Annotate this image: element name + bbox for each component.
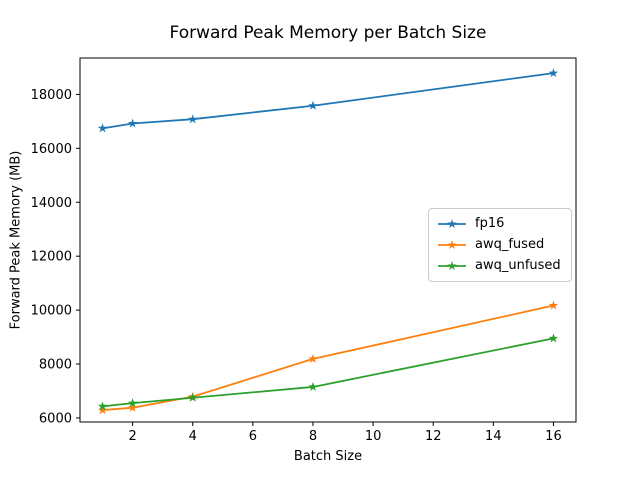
y-tick-label: 6000 — [39, 411, 72, 426]
data-marker-fp16 — [127, 118, 138, 128]
series-line-awq_unfused — [102, 337, 554, 408]
x-axis-label: Batch Size — [293, 449, 363, 464]
plot-frame — [79, 57, 577, 423]
data-marker-awq_fused — [127, 402, 138, 412]
y-axis-label: Forward Peak Memory (MB) — [8, 150, 24, 330]
x-tick-label: 8 — [309, 429, 317, 444]
legend-label: awq_fused — [475, 237, 545, 252]
x-tick-label: 14 — [485, 429, 502, 444]
chart-title: Forward Peak Memory per Batch Size — [169, 23, 487, 43]
legend-line-marker-icon — [438, 219, 466, 228]
y-tick-label: 8000 — [39, 358, 72, 373]
data-marker-awq_unfused — [188, 392, 198, 402]
data-marker-awq_unfused — [97, 401, 108, 411]
legend: fp16 awq_fused awq_unfused — [428, 208, 572, 282]
legend-item-fp16: fp16 — [437, 214, 561, 234]
data-marker-fp16 — [97, 123, 108, 133]
y-tick-label: 14000 — [31, 196, 72, 211]
x-tick-label: 12 — [425, 429, 442, 444]
data-marker-awq_fused — [548, 300, 559, 310]
data-marker-awq_fused — [308, 353, 318, 363]
legend-item-awq-unfused: awq_unfused — [437, 256, 561, 276]
star-icon — [447, 261, 457, 270]
star-icon — [447, 219, 457, 228]
x-tick-label: 16 — [545, 429, 562, 444]
series-line-awq_fused — [102, 304, 554, 412]
data-marker-awq_unfused — [548, 333, 559, 343]
y-tick-label: 16000 — [31, 142, 72, 157]
star-icon — [447, 240, 457, 249]
data-marker-fp16 — [188, 114, 198, 124]
legend-label: fp16 — [475, 216, 505, 231]
x-tick-label: 6 — [249, 429, 257, 444]
legend-item-awq-fused: awq_fused — [437, 235, 561, 255]
data-marker-awq_unfused — [308, 381, 318, 391]
data-marker-fp16 — [308, 100, 318, 110]
legend-line-marker-icon — [438, 240, 466, 249]
x-tick-label: 4 — [189, 429, 197, 444]
data-marker-fp16 — [548, 68, 559, 78]
legend-label: awq_unfused — [475, 258, 561, 273]
series-line-fp16 — [102, 72, 554, 130]
y-tick-label: 18000 — [31, 88, 72, 103]
data-marker-awq_unfused — [127, 398, 138, 408]
y-tick-label: 10000 — [31, 304, 72, 319]
x-tick-label: 10 — [365, 429, 382, 444]
legend-line-marker-icon — [438, 261, 466, 270]
y-tick-label: 12000 — [31, 250, 72, 265]
data-marker-awq_fused — [97, 405, 108, 415]
x-tick-label: 2 — [128, 429, 136, 444]
